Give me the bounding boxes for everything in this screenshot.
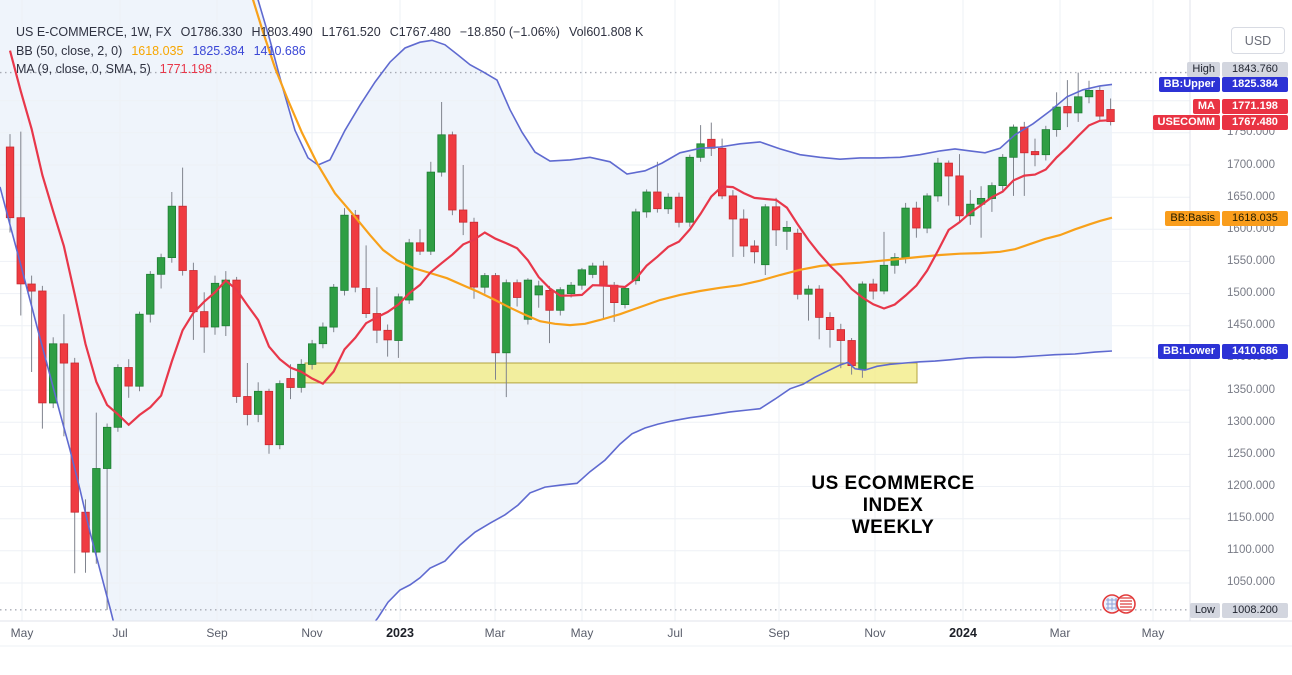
time-label-month: May (10, 626, 34, 640)
ma-value: 1771.198 (159, 62, 212, 76)
time-label-month: Jul (667, 626, 683, 640)
bb-basis-value: 1618.035 (131, 44, 184, 58)
chart-text-annotation[interactable]: US ECOMMERCE INDEX WEEKLY (780, 473, 1006, 539)
price-tick-label: 1700.000 (1227, 158, 1275, 171)
time-label-month: Jul (112, 626, 128, 640)
time-label-month: Sep (206, 626, 228, 640)
axis-chip-value: 1771.198 (1222, 98, 1288, 114)
legend-row-bb[interactable]: BB (50, close, 2, 0) 1618.035 1825.384 1410… (16, 44, 315, 58)
bb-basis-line (251, 0, 1113, 327)
ohlc-close: C1767.480 (389, 25, 451, 39)
change-value: −18.850 (−1.06%) (459, 25, 560, 39)
time-label-month: Mar (484, 626, 506, 640)
bb-fill (0, 0, 1112, 621)
time-label-month: Sep (768, 626, 790, 640)
bb-indicator-label: BB (50, close, 2, 0) (16, 44, 123, 58)
ohlc-open: O1786.330 (180, 25, 243, 39)
axis-chip-value: 1767.480 (1222, 114, 1288, 130)
axis-chip-value: 1618.035 (1222, 210, 1288, 226)
time-label-year: 2024 (949, 626, 977, 640)
time-label-month: Nov (864, 626, 886, 640)
legend-row-ma[interactable]: MA (9, close, 0, SMA, 5) 1771.198 (16, 62, 221, 76)
price-tick-label: 1550.000 (1227, 254, 1275, 267)
ma-indicator-label: MA (9, close, 0, SMA, 5) (16, 62, 151, 76)
annotation-line2: WEEKLY (851, 517, 935, 538)
price-tick-label: 1050.000 (1227, 576, 1275, 589)
axis-chip-label: USECOMM (1152, 114, 1220, 130)
axis-chip-value: 1410.686 (1222, 343, 1288, 359)
axis-chip-label: BB:Upper (1158, 76, 1220, 92)
axis-chip-ma: MA 1771.198 (0, 98, 1290, 114)
axis-chip-label: High (1187, 61, 1220, 77)
symbol-title: US E-COMMERCE, 1W, FX (16, 25, 172, 39)
axis-chip-low: Low 1008.200 (0, 602, 1290, 618)
ohlc-high: H1803.490 (251, 25, 313, 39)
legend-row-symbol[interactable]: US E-COMMERCE, 1W, FX O1786.330 H1803.490 L… (16, 25, 652, 39)
axis-chip-symbol-last: USECOMM 1767.480 (0, 114, 1290, 130)
axis-chip-label: MA (1192, 98, 1220, 114)
candlestick-series (5, 72, 1115, 610)
price-tick-label: 1500.000 (1227, 287, 1275, 300)
annotation-line1: US ECOMMERCE INDEX (811, 473, 975, 516)
time-label-month: May (1141, 626, 1165, 640)
axis-chip-label: BB:Lower (1158, 343, 1220, 359)
axis-chip-value: 1008.200 (1222, 602, 1288, 618)
price-tick-label: 1100.000 (1227, 544, 1275, 557)
volume-value: Vol601.808 K (568, 25, 644, 39)
currency-button[interactable]: USD (1231, 27, 1285, 54)
ma-line (8, 50, 1111, 427)
bb-upper-value: 1825.384 (192, 44, 245, 58)
bb-upper-line (257, 0, 1113, 175)
price-tick-label: 1150.000 (1227, 512, 1275, 525)
price-tick-label: 1450.000 (1227, 319, 1275, 332)
axis-chip-bb-upper: BB:Upper 1825.384 (0, 76, 1290, 92)
axis-chip-bb-lower: BB:Lower 1410.686 (0, 343, 1290, 359)
price-tick-label: 1350.000 (1227, 383, 1275, 396)
time-label-month: Nov (301, 626, 323, 640)
time-label-year: 2023 (386, 626, 414, 640)
time-label-month: May (570, 626, 594, 640)
axis-chip-bb-basis: BB:Basis 1618.035 (0, 210, 1290, 226)
axis-chip-high: High 1843.760 (0, 61, 1290, 77)
time-label-month: Mar (1049, 626, 1071, 640)
bb-lower-value: 1410.686 (253, 44, 306, 58)
symbol-logo-icon (1102, 594, 1136, 614)
price-tick-label: 1600.000 (1227, 222, 1275, 235)
price-tick-label: 1650.000 (1227, 190, 1275, 203)
axis-chip-label: Low (1189, 602, 1220, 618)
price-tick-label: 1300.000 (1227, 415, 1275, 428)
bb-lower-line (0, 186, 1113, 621)
grid (0, 0, 1190, 621)
axis-chip-value: 1843.760 (1222, 61, 1288, 77)
price-tick-label: 1250.000 (1227, 447, 1275, 460)
axis-chip-label: BB:Basis (1165, 210, 1220, 226)
axis-chip-value: 1825.384 (1222, 76, 1288, 92)
ohlc-low: L1761.520 (321, 25, 381, 39)
price-tick-label: 1200.000 (1227, 480, 1275, 492)
